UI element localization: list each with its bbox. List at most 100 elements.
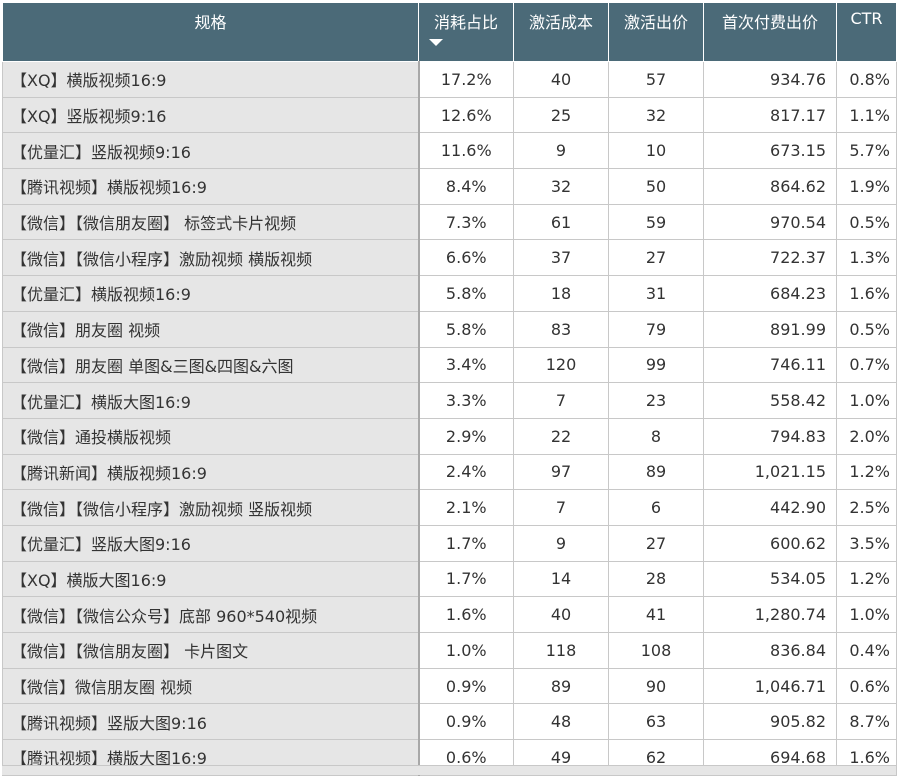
cell-act-cost: 83 [513, 310, 609, 348]
cell-first-pay-bid: 864.62 [703, 168, 837, 205]
table-body: 【XQ】横版视频16:9 17.2% 40 57 934.76 0.8% 【XQ】竖版视频9… [2, 61, 897, 776]
cell-act-bid: 63 [608, 703, 704, 741]
cell-act-bid: 90 [608, 667, 704, 705]
cell-act-cost: 61 [513, 203, 609, 241]
cell-spec: 【XQ】横版大图16:9 [2, 560, 420, 598]
cell-act-bid: 8 [608, 417, 704, 455]
cell-spec: 【优量汇】横版视频16:9 [2, 275, 420, 312]
column-header-act-cost[interactable]: 激活成本 [513, 2, 609, 62]
cell-act-cost: 14 [513, 560, 609, 598]
table-row[interactable]: 【优量汇】横版视频16:9 5.8% 18 31 684.23 1.6% [2, 275, 897, 312]
cell-spec: 【微信】【微信小程序】激励视频 竖版视频 [2, 489, 420, 526]
table-row[interactable]: 【微信】朋友圈 单图&三图&四图&六图 3.4% 120 99 746.11 0.7% [2, 346, 897, 384]
cell-spec: 【腾讯新闻】横版视频16:9 [2, 453, 420, 491]
table-row[interactable]: 【腾讯新闻】横版视频16:9 2.4% 97 89 1,021.15 1.2% [2, 453, 897, 491]
cell-share: 1.6% [418, 596, 514, 633]
cell-act-cost: 18 [513, 275, 609, 312]
table-row[interactable]: 【微信】【微信小程序】激励视频 竖版视频 2.1% 7 6 442.90 2.5% [2, 489, 897, 526]
cell-first-pay-bid: 600.62 [703, 524, 837, 562]
cell-act-cost: 9 [513, 524, 609, 562]
cell-first-pay-bid: 673.15 [703, 132, 837, 170]
table-row[interactable]: 【优量汇】横版大图16:9 3.3% 7 23 558.42 1.0% [2, 382, 897, 419]
cell-act-bid: 59 [608, 203, 704, 241]
cell-share: 1.7% [418, 560, 514, 598]
cell-act-bid: 10 [608, 132, 704, 170]
table-row[interactable]: 【XQ】横版大图16:9 1.7% 14 28 534.05 1.2% [2, 560, 897, 598]
table-row[interactable]: 【微信】通投横版视频 2.9% 22 8 794.83 2.0% [2, 417, 897, 455]
cell-spec: 【优量汇】竖版视频9:16 [2, 132, 420, 170]
table-row[interactable]: 【XQ】横版视频16:9 17.2% 40 57 934.76 0.8% [2, 61, 897, 98]
table-row[interactable]: 【微信】朋友圈 视频 5.8% 83 79 891.99 0.5% [2, 310, 897, 348]
cell-act-bid: 89 [608, 453, 704, 491]
cell-act-cost: 40 [513, 61, 609, 98]
cell-act-bid: 41 [608, 596, 704, 633]
table-row[interactable]: 【微信】【微信朋友圈】 卡片图文 1.0% 118 108 836.84 0.4% [2, 632, 897, 669]
column-header-first-pay-bid[interactable]: 首次付费出价 [703, 2, 837, 62]
cell-act-bid: 6 [608, 489, 704, 526]
cell-share: 0.9% [418, 667, 514, 705]
cell-share: 12.6% [418, 96, 514, 134]
cell-spec: 【微信】朋友圈 视频 [2, 310, 420, 348]
cell-first-pay-bid: 934.76 [703, 61, 837, 98]
cell-share: 7.3% [418, 203, 514, 241]
cell-spec: 【腾讯视频】竖版大图9:16 [2, 703, 420, 741]
cell-ctr: 0.5% [836, 203, 897, 241]
table-row[interactable]: 【微信】【微信小程序】激励视频 横版视频 6.6% 37 27 722.37 1.3% [2, 239, 897, 277]
table-row[interactable]: 【微信】【微信公众号】底部 960*540视频 1.6% 40 41 1,280.74 1… [2, 596, 897, 633]
cell-ctr: 0.7% [836, 346, 897, 384]
table-row[interactable]: 【优量汇】竖版大图9:16 1.7% 9 27 600.62 3.5% [2, 524, 897, 562]
next-row-partial [2, 765, 896, 775]
cell-first-pay-bid: 836.84 [703, 632, 837, 669]
cell-share: 11.6% [418, 132, 514, 170]
cell-act-bid: 50 [608, 168, 704, 205]
cell-share: 5.8% [418, 310, 514, 348]
table-row[interactable]: 【微信】微信朋友圈 视频 0.9% 89 90 1,046.71 0.6% [2, 667, 897, 705]
cell-act-bid: 99 [608, 346, 704, 384]
table-row[interactable]: 【XQ】竖版视频9:16 12.6% 25 32 817.17 1.1% [2, 96, 897, 134]
cell-act-cost: 120 [513, 346, 609, 384]
cell-act-cost: 40 [513, 596, 609, 633]
cell-share: 0.9% [418, 703, 514, 741]
cell-first-pay-bid: 905.82 [703, 703, 837, 741]
cell-act-cost: 118 [513, 632, 609, 669]
column-header-share[interactable]: 消耗占比 [418, 2, 514, 62]
column-header-ctr[interactable]: CTR [836, 2, 897, 62]
cell-act-cost: 37 [513, 239, 609, 277]
cell-act-cost: 22 [513, 417, 609, 455]
cell-ctr: 0.4% [836, 632, 897, 669]
cell-spec: 【微信】【微信小程序】激励视频 横版视频 [2, 239, 420, 277]
cell-spec: 【XQ】横版视频16:9 [2, 61, 420, 98]
cell-ctr: 1.2% [836, 560, 897, 598]
cell-ctr: 0.8% [836, 61, 897, 98]
table-row[interactable]: 【腾讯视频】横版视频16:9 8.4% 32 50 864.62 1.9% [2, 168, 897, 205]
table-row[interactable]: 【腾讯视频】竖版大图9:16 0.9% 48 63 905.82 8.7% [2, 703, 897, 741]
column-header-act-bid[interactable]: 激活出价 [608, 2, 704, 62]
cell-act-cost: 48 [513, 703, 609, 741]
cell-act-bid: 32 [608, 96, 704, 134]
cell-share: 1.7% [418, 524, 514, 562]
cell-share: 8.4% [418, 168, 514, 205]
cell-act-bid: 57 [608, 61, 704, 98]
table-row[interactable]: 【微信】【微信朋友圈】 标签式卡片视频 7.3% 61 59 970.54 0.5% [2, 203, 897, 241]
cell-share: 5.8% [418, 275, 514, 312]
cell-ctr: 1.0% [836, 596, 897, 633]
cell-first-pay-bid: 746.11 [703, 346, 837, 384]
cell-ctr: 0.5% [836, 310, 897, 348]
cell-spec: 【优量汇】竖版大图9:16 [2, 524, 420, 562]
cell-spec: 【微信】【微信朋友圈】 卡片图文 [2, 632, 420, 669]
cell-act-cost: 89 [513, 667, 609, 705]
cell-first-pay-bid: 534.05 [703, 560, 837, 598]
cell-spec: 【微信】【微信朋友圈】 标签式卡片视频 [2, 203, 420, 241]
cell-share: 17.2% [418, 61, 514, 98]
cell-act-cost: 7 [513, 489, 609, 526]
column-header-spec[interactable]: 规格 [2, 2, 419, 62]
cell-ctr: 2.5% [836, 489, 897, 526]
cell-spec: 【腾讯视频】横版视频16:9 [2, 168, 420, 205]
cell-ctr: 1.2% [836, 453, 897, 491]
cell-act-bid: 108 [608, 632, 704, 669]
cell-first-pay-bid: 817.17 [703, 96, 837, 134]
table-row[interactable]: 【优量汇】竖版视频9:16 11.6% 9 10 673.15 5.7% [2, 132, 897, 170]
sort-down-icon[interactable] [429, 39, 443, 46]
